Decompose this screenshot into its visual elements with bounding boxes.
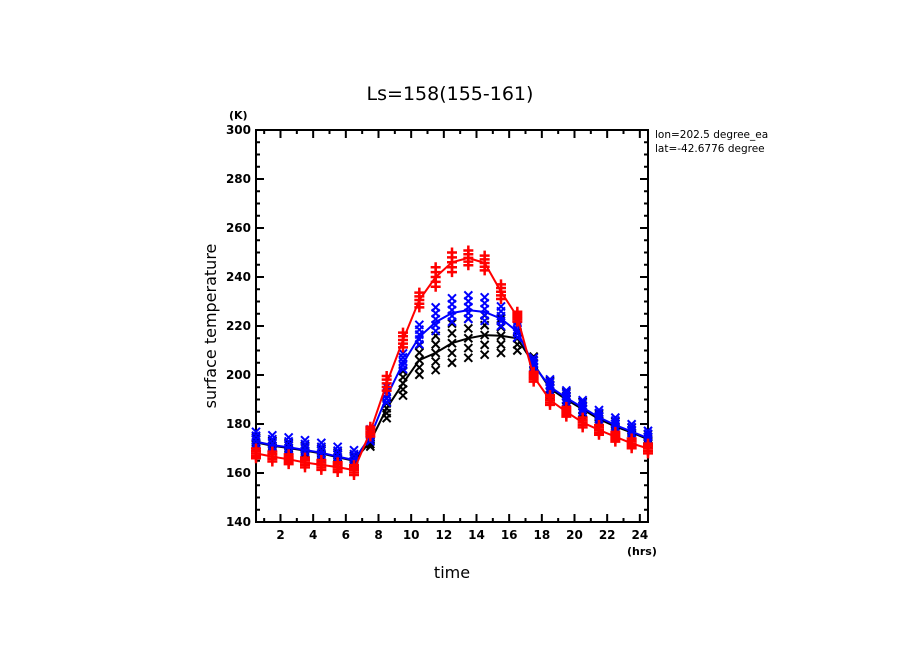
data-point-marker: [414, 320, 425, 330]
data-point-marker: [398, 348, 408, 359]
y-tick-label: 220: [226, 319, 251, 333]
data-point-marker: [463, 245, 474, 256]
data-point-marker: [447, 293, 457, 304]
chart-title: Ls=158(155-161): [367, 83, 534, 105]
data-point-marker: [447, 348, 457, 358]
data-point-marker: [349, 445, 359, 455]
data-point-marker: [463, 323, 474, 334]
x-tick-label: 4: [309, 528, 317, 542]
y-ticks: 140 160 180 200 220 240 260 280 300: [226, 123, 648, 529]
data-point-marker: [610, 426, 621, 437]
x-tick-label: 24: [631, 528, 648, 542]
data-point-marker: [643, 438, 653, 449]
data-point-marker: [626, 433, 637, 444]
data-point-marker: [316, 438, 327, 448]
y-tick-label: 200: [226, 368, 251, 382]
data-point-marker: [414, 370, 425, 380]
data-point-marker: [626, 419, 637, 429]
data-point-marker: [251, 427, 261, 437]
x-axis-label: time: [434, 563, 470, 582]
data-point-marker: [332, 442, 343, 452]
y-tick-label: 160: [226, 466, 251, 480]
data-point-marker: [643, 426, 653, 436]
data-point-marker: [430, 365, 441, 375]
data-point-marker: [447, 247, 457, 258]
data-point-marker: [430, 356, 441, 367]
x-unit-label: (hrs): [627, 545, 657, 558]
y-axis-label: surface temperature: [201, 244, 220, 409]
y-tick-label: 300: [226, 123, 251, 137]
data-point-marker: [479, 340, 490, 350]
data-point-marker: [414, 287, 425, 298]
data-point-marker: [479, 292, 490, 303]
data-point-marker: [430, 302, 441, 313]
x-tick-label: 2: [276, 528, 284, 542]
annotation-lon: lon=202.5 degree_ea: [655, 129, 768, 141]
x-tick-label: 18: [533, 528, 550, 542]
data-point-marker: [332, 457, 343, 468]
data-point-marker: [594, 419, 604, 430]
x-tick-label: 10: [403, 528, 420, 542]
data-point-marker: [430, 339, 441, 350]
data-point-marker: [610, 412, 621, 423]
annotation-lat: lat=-42.6776 degree: [655, 143, 765, 155]
data-point-marker: [300, 452, 310, 463]
data-point-marker: [316, 455, 327, 466]
series-line-red: [255, 256, 649, 472]
data-point-marker: [283, 449, 294, 460]
data-point-marker: [251, 443, 261, 454]
y-unit-label: (K): [229, 109, 248, 122]
x-tick-label: 6: [342, 528, 350, 542]
data-point-marker: [447, 318, 457, 329]
x-ticks: 2 4 6 8 10 12 14 16 18 20 22 24: [263, 130, 648, 542]
series-black: [251, 310, 653, 471]
data-point-marker: [283, 432, 294, 443]
data-point-marker: [267, 446, 278, 457]
data-point-marker: [594, 405, 604, 415]
y-tick-label: 280: [226, 172, 251, 186]
x-tick-label: 12: [435, 528, 452, 542]
data-point-marker: [561, 385, 572, 396]
y-tick-label: 260: [226, 221, 251, 235]
data-point-marker: [463, 353, 474, 363]
data-point-marker: [479, 250, 490, 261]
data-point-marker: [463, 343, 474, 353]
data-point-marker: [479, 349, 490, 360]
series-blue: [251, 290, 653, 471]
x-tick-label: 14: [468, 528, 485, 542]
series-red: [251, 245, 653, 480]
y-tick-label: 140: [226, 515, 251, 529]
x-tick-label: 22: [599, 528, 616, 542]
data-point-marker: [545, 377, 555, 388]
y-tick-label: 180: [226, 417, 251, 431]
y-tick-label: 240: [226, 270, 251, 284]
data-point-marker: [447, 358, 457, 368]
plot-area: 2 4 6 8 10 12 14 16 18 20 22 24 1401601802002202402…: [226, 123, 653, 542]
data-point-marker: [414, 347, 425, 358]
data-point-marker: [577, 395, 588, 405]
x-tick-label: 16: [501, 528, 518, 542]
series-layer: [251, 245, 653, 480]
data-point-marker: [463, 290, 474, 301]
x-tick-label: 8: [374, 528, 382, 542]
data-point-marker: [300, 435, 310, 445]
data-point-marker: [447, 328, 457, 339]
data-point-marker: [561, 401, 572, 412]
data-point-marker: [496, 348, 506, 358]
x-tick-label: 20: [566, 528, 583, 542]
data-point-marker: [496, 301, 506, 312]
data-point-marker: [267, 430, 278, 440]
data-point-marker: [496, 339, 506, 350]
data-point-marker: [430, 262, 441, 273]
series-line-blue: [255, 309, 649, 462]
data-point-marker: [577, 412, 588, 423]
